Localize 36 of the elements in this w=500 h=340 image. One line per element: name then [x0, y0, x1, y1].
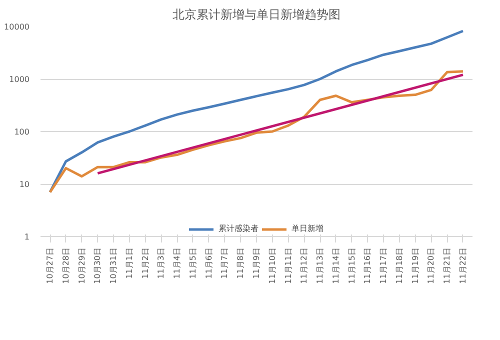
legend-label: 累计感染者: [218, 223, 258, 234]
x-tick-label: 11月7日: [220, 247, 230, 279]
x-tick-label: 11月6日: [204, 247, 214, 279]
x-tick-label: 11月21日: [442, 248, 452, 284]
x-tick-label: 11月11日: [284, 248, 293, 284]
x-tick-label: 10月31日: [109, 248, 118, 284]
y-tick-label: 1: [24, 232, 30, 242]
chart-title: 北京累计新增与单日新增趋势图: [172, 8, 340, 22]
x-tick-label: 11月5日: [188, 247, 198, 279]
y-tick-label: 10: [19, 180, 30, 189]
y-tick-label: 10000: [4, 22, 30, 32]
x-tick-label: 10月27日: [46, 248, 55, 284]
x-tick-label: 11月18日: [394, 248, 404, 284]
x-tick-label: 11月14日: [331, 248, 340, 284]
x-tick-label: 11月2日: [140, 247, 150, 279]
x-tick-label: 11月16日: [363, 248, 372, 284]
x-tick-label: 11月10日: [268, 248, 277, 284]
x-tick-label: 11月4日: [172, 247, 182, 279]
y-tick-label: 100: [14, 128, 30, 136]
x-tick-label: 11月15日: [347, 248, 356, 284]
legend-label: 单日新增: [292, 223, 324, 234]
x-tick-label: 10月29日: [77, 248, 86, 284]
x-tick-label: 11月12日: [300, 248, 309, 284]
x-tick-label: 11月9日: [252, 247, 261, 279]
x-tick-label: 10月30日: [93, 248, 102, 284]
x-tick-label: 11月19日: [410, 248, 420, 284]
line-series: [48, 30, 464, 194]
x-tick-label: 11月13日: [316, 248, 325, 284]
x-tick-label: 11月20日: [426, 248, 436, 284]
x-tick-label: 10月28日: [61, 248, 70, 284]
x-tick-label: 11月22日: [458, 248, 468, 284]
x-tick-label: 11月17日: [379, 248, 388, 284]
x-tick-label: 11月3日: [156, 247, 166, 279]
x-tick-label: 11月1日: [124, 247, 134, 279]
x-tick-label: 11月8日: [236, 247, 246, 279]
y-tick-label: 1000: [9, 75, 30, 84]
